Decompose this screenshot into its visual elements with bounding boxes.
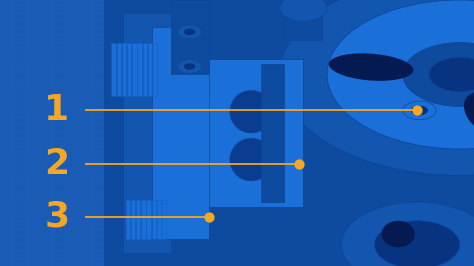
Bar (123, 13, 171, 253)
Circle shape (341, 202, 474, 266)
Bar (171, 0, 209, 74)
Ellipse shape (230, 138, 273, 181)
Circle shape (178, 60, 201, 73)
Circle shape (327, 0, 474, 149)
Circle shape (184, 29, 195, 35)
Bar (137, 43, 142, 96)
Circle shape (280, 0, 474, 176)
Bar (284, 0, 322, 40)
Text: 3: 3 (44, 200, 70, 234)
Bar (199, 59, 303, 207)
Circle shape (280, 0, 327, 21)
Point (295, 161, 302, 166)
Text: 1: 1 (44, 93, 70, 127)
Bar (261, 64, 284, 202)
Ellipse shape (329, 53, 413, 81)
Bar (152, 200, 156, 239)
Text: 2: 2 (44, 147, 70, 181)
Bar (141, 200, 146, 239)
Bar (143, 43, 147, 96)
Bar (122, 43, 126, 96)
Circle shape (374, 221, 460, 266)
Bar (136, 200, 140, 239)
Ellipse shape (382, 221, 415, 247)
Bar (146, 200, 151, 239)
Bar (104, 0, 474, 266)
Bar (162, 200, 166, 239)
Bar (157, 200, 161, 239)
Bar (148, 43, 152, 96)
Ellipse shape (230, 90, 273, 133)
Circle shape (403, 101, 436, 120)
Circle shape (429, 57, 474, 92)
Circle shape (411, 106, 428, 115)
Bar (127, 43, 131, 96)
Circle shape (178, 25, 201, 39)
Ellipse shape (464, 92, 474, 138)
Bar (132, 43, 137, 96)
Circle shape (403, 43, 474, 106)
Point (413, 108, 421, 113)
Circle shape (184, 63, 195, 70)
Point (205, 215, 212, 219)
Bar (126, 200, 130, 239)
Bar (131, 200, 135, 239)
Bar (153, 43, 157, 96)
Bar (111, 43, 116, 96)
Bar (152, 27, 209, 239)
Bar (117, 43, 121, 96)
